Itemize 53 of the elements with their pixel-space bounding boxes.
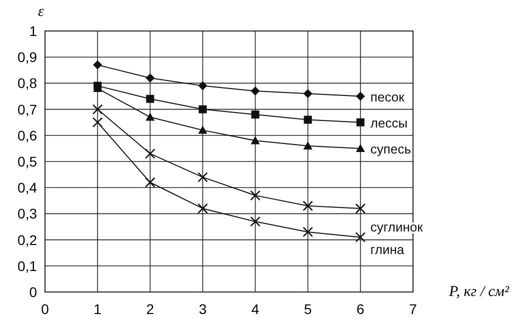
point [198,105,207,114]
y-tick-label: 0,3 [18,206,38,222]
point [303,141,312,150]
series-label: глина [370,242,405,258]
point [356,92,365,101]
y-tick-label: 0,8 [18,75,38,92]
point [146,112,155,121]
point [251,110,260,119]
x-tick-label: 5 [304,301,312,317]
x-axis-title: P, кг / см² [448,284,510,300]
series-label: песок [370,89,405,104]
point [302,226,314,238]
point [355,232,366,242]
point [304,116,312,124]
x-tick-label: 2 [146,301,154,317]
y-tick-label: 0,2 [18,232,38,248]
point [250,190,260,201]
point [356,144,365,152]
point [250,86,260,96]
point [144,177,156,188]
point [93,60,102,70]
series-label: супесь [370,141,412,156]
x-tick-label: 3 [198,301,207,317]
point [303,89,312,98]
y-tick-label: 0,4 [18,180,38,196]
y-tick-label: 0 [29,284,38,300]
point [92,117,103,128]
x-tick-label: 6 [356,301,365,317]
point [356,118,364,126]
point [198,126,208,134]
y-tick-label: 1 [29,23,38,39]
x-tick-label: 7 [409,301,418,317]
point [198,172,208,182]
point [146,94,154,103]
point [250,136,260,144]
point [198,81,208,90]
point [355,203,366,214]
point [144,148,156,159]
x-tick-label: 0 [41,301,50,317]
y-tick-label: 0,6 [18,127,38,144]
y-tick-label: 0,1 [18,258,38,274]
point [198,203,208,214]
point [146,73,155,82]
y-tick-label: 0,7 [18,101,38,118]
point [302,200,314,212]
series-label: лессы [370,115,408,130]
y-tick-label: 0,5 [18,154,38,170]
x-tick-label: 1 [94,301,102,317]
x-tick-label: 4 [251,301,260,317]
y-axis-title: ε [38,4,44,20]
y-tick-label: 0,9 [18,49,38,66]
point [92,104,103,114]
point [250,216,260,227]
